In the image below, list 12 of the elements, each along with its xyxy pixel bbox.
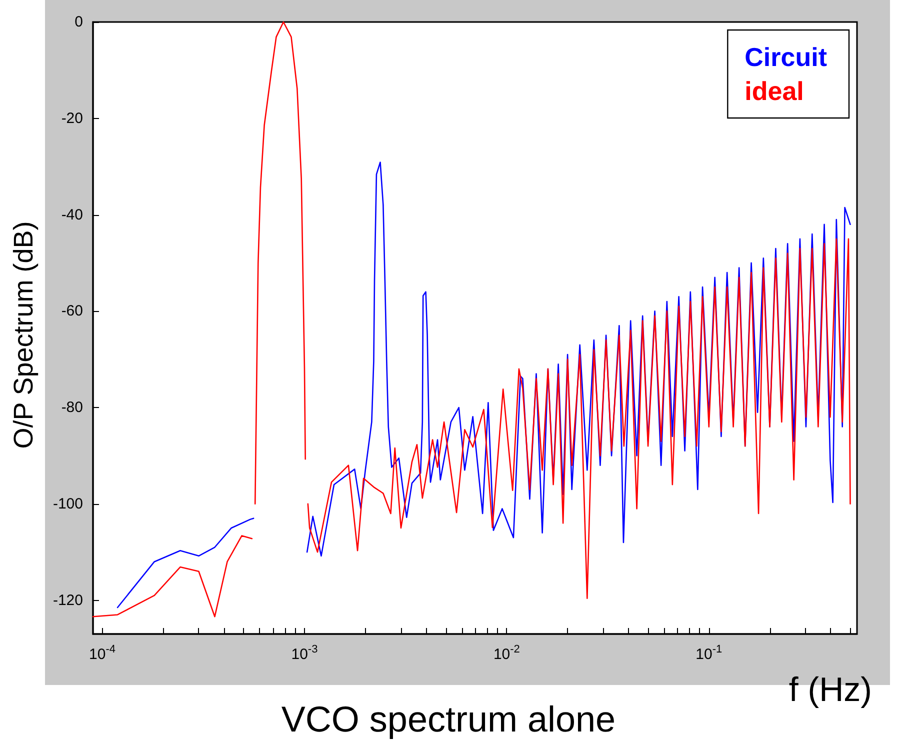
text: Circuit: [744, 42, 828, 72]
text: ideal: [744, 76, 804, 106]
y-tick-label: 0: [74, 14, 83, 30]
y-tick-label: -20: [61, 110, 83, 127]
text: VCO spectrum alone: [281, 698, 616, 740]
x-axis-title: f (Hz): [788, 671, 872, 709]
y-tick-label: -120: [52, 592, 83, 609]
y-axis-title: O/P Spectrum (dB): [8, 221, 38, 449]
y-tick-label: -60: [61, 302, 83, 320]
y-tick-label: -80: [61, 399, 83, 416]
y-tick-label: -100: [52, 495, 83, 512]
y-tick-label: -40: [61, 206, 83, 224]
